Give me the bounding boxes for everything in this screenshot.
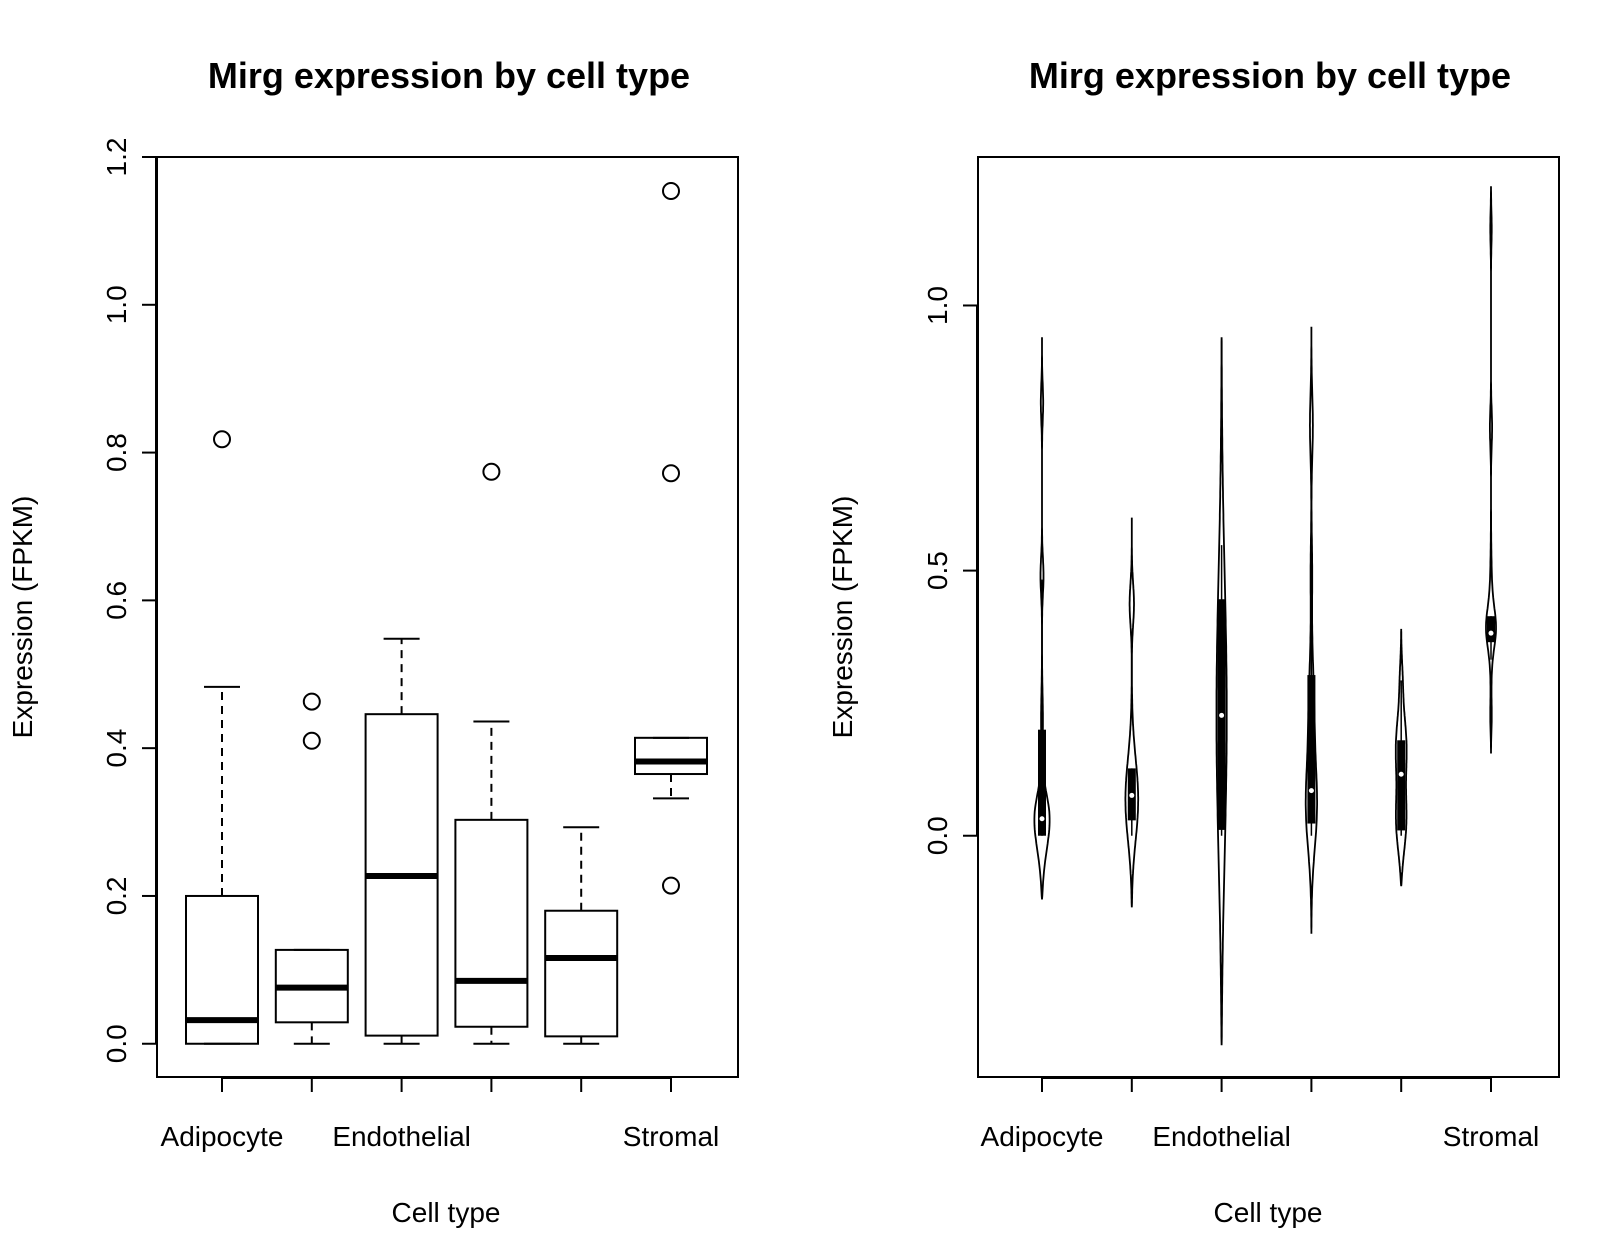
violin-median-point — [1398, 771, 1404, 777]
outlier-point — [213, 430, 231, 449]
violin-4 — [1304, 326, 1318, 934]
violinplot-title: Mirg expression by cell type — [1029, 55, 1511, 96]
boxplot-x-tick-label: Endothelial — [332, 1121, 471, 1152]
violin-outline — [1033, 337, 1051, 900]
boxplot-y-tick-label: 0.0 — [101, 1024, 132, 1063]
boxplot-y-tick-label: 1.0 — [101, 285, 132, 324]
boxplot-y-tick-label: 1.2 — [101, 138, 132, 177]
violinplot-x-tick-label: Adipocyte — [981, 1121, 1104, 1152]
outlier-point — [662, 464, 680, 483]
boxplot-title: Mirg expression by cell type — [208, 55, 690, 96]
iqr-box — [544, 909, 619, 1038]
violin-iqr-bar — [1307, 675, 1316, 824]
violin-iqr-bar — [1397, 740, 1406, 831]
violin-1 — [1033, 337, 1051, 900]
violinplot-x-tick-label: Stromal — [1443, 1121, 1539, 1152]
violinplot-y-axis-label: Expression (FPKM) — [827, 496, 858, 739]
boxplot-y-axis-label: Expression (FPKM) — [7, 496, 38, 739]
violin-3 — [1215, 337, 1228, 1046]
violin-outline — [1215, 337, 1228, 1046]
violinplot-y-tick-label: 1.0 — [922, 286, 953, 325]
outlier-point — [662, 181, 680, 200]
box-6 — [634, 181, 708, 895]
outlier-point — [662, 876, 680, 895]
iqr-box — [185, 894, 259, 1045]
violinplot-y-tick-label: 0.5 — [922, 551, 953, 590]
boxplot-y-tick-label: 0.2 — [101, 876, 132, 915]
boxplot-y-axis: 0.0 0.2 0.4 0.6 0.8 1.0 1.2 — [101, 138, 157, 1063]
violin-median-point — [1129, 792, 1135, 798]
outlier-point — [302, 731, 321, 750]
boxplot-x-axis: Adipocyte Endothelial Stromal — [161, 1077, 719, 1152]
boxplot-x-tick-label: Stromal — [623, 1121, 719, 1152]
violin-5 — [1394, 628, 1408, 887]
violinplot-x-axis-label: Cell type — [1214, 1197, 1323, 1228]
violin-iqr-bar — [1038, 729, 1046, 836]
violin-2 — [1124, 517, 1140, 908]
boxplot-x-axis-label: Cell type — [392, 1197, 501, 1228]
violin-iqr-bar — [1487, 616, 1495, 643]
boxplot-y-tick-label: 0.6 — [101, 581, 132, 620]
boxplot-plot-frame — [156, 156, 739, 1078]
violinplot-x-axis: Adipocyte Endothelial Stromal — [981, 1077, 1539, 1152]
boxplot-x-tick-label: Adipocyte — [161, 1121, 284, 1152]
box-4 — [454, 462, 529, 1045]
violinplot-x-tick-label: Endothelial — [1152, 1121, 1291, 1152]
boxplot-y-tick-label: 0.8 — [101, 433, 132, 472]
box-3 — [364, 637, 439, 1045]
iqr-box — [634, 736, 708, 776]
violin-median-point — [1488, 630, 1494, 636]
outlier-point — [302, 692, 321, 711]
boxplot-marks — [185, 181, 708, 1045]
violinplot-panel: Mirg expression by cell type 0.0 0.5 1.0 A… — [827, 55, 1560, 1228]
violin-median-point — [1039, 816, 1045, 822]
box-5 — [544, 826, 619, 1045]
violinplot-plot-frame — [977, 156, 1560, 1078]
boxplot-panel: Mirg expression by cell type 0.00.20.40.… — [7, 55, 739, 1228]
boxplot-y-tick-label: 0.4 — [101, 729, 132, 768]
violinplot-y-axis: 0.0 0.5 1.0 — [922, 286, 978, 855]
violin-6 — [1485, 186, 1497, 754]
violin-outline — [1394, 628, 1408, 887]
violin-outline — [1485, 186, 1497, 754]
violin-median-point — [1219, 712, 1225, 718]
box-1 — [185, 430, 259, 1045]
violin-outline — [1124, 517, 1140, 908]
violinplot-y-tick-label: 0.0 — [922, 816, 953, 855]
box-2 — [274, 692, 349, 1045]
outlier-point — [482, 462, 501, 481]
iqr-box — [454, 818, 529, 1028]
violin-median-point — [1308, 788, 1314, 794]
violinplot-marks — [1033, 186, 1497, 1046]
